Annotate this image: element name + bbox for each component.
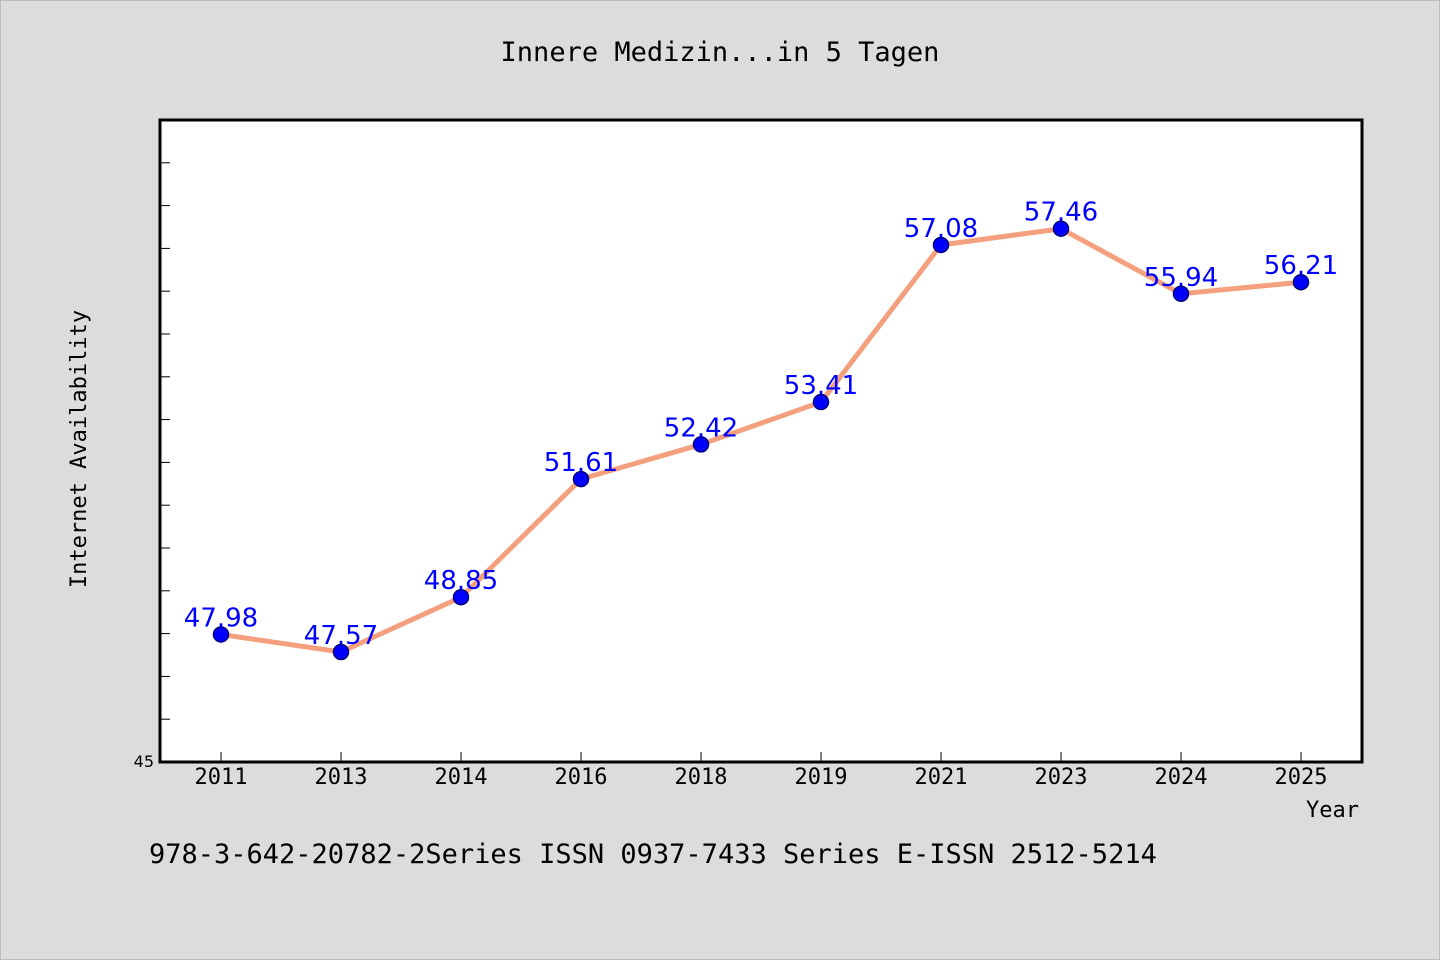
x-tick-label: 2023 — [1035, 765, 1088, 790]
chart-title: Innere Medizin...in 5 Tagen — [501, 37, 940, 68]
x-tick-label: 2025 — [1275, 765, 1328, 790]
data-point — [212, 626, 230, 643]
x-tick-label: 2014 — [435, 765, 488, 790]
x-tick-label: 2011 — [195, 765, 248, 790]
y-axis-label: Internet Availability — [67, 310, 92, 588]
data-label: 56.21 — [1264, 251, 1338, 281]
data-point — [1172, 285, 1190, 303]
plot-area — [158, 118, 1364, 764]
footer-isbn-text: 978-3-642-20782-2Series ISSN 0937-7433 S… — [149, 839, 1157, 870]
data-point — [1292, 273, 1310, 291]
data-label: 52.42 — [664, 413, 738, 443]
data-label: 51.61 — [544, 448, 618, 478]
data-point — [1052, 220, 1070, 237]
data-label: 57.46 — [1024, 198, 1098, 228]
data-label: 55.94 — [1144, 263, 1218, 293]
data-point — [332, 643, 350, 661]
series-line — [218, 226, 1304, 655]
x-axis-ticks: 2011 2013 2014 2016 2018 2019 2021 2023 2024 2025 — [195, 752, 1328, 790]
data-label: 48.85 — [424, 566, 498, 596]
y-tick-label: 45 — [134, 752, 154, 771]
data-label: 57.08 — [904, 214, 978, 244]
data-point — [692, 436, 710, 453]
data-point — [452, 588, 470, 606]
data-label: 47.57 — [304, 621, 378, 651]
series-layer: 47.98 47.57 48.85 51.61 52.42 53.41 57.08 57.46… — [184, 198, 1338, 661]
data-point — [572, 470, 590, 488]
x-tick-label: 2018 — [675, 765, 728, 790]
y-axis-ticks: 45 — [134, 162, 170, 771]
data-point — [812, 393, 830, 411]
x-tick-label: 2019 — [795, 765, 848, 790]
x-tick-label: 2016 — [555, 765, 608, 790]
data-label: 53.41 — [784, 371, 858, 401]
x-axis-label: Year — [1306, 798, 1359, 823]
data-label: 47.98 — [184, 603, 258, 633]
x-tick-label: 2013 — [315, 765, 368, 790]
x-tick-label: 2021 — [915, 765, 968, 790]
data-point — [932, 236, 950, 254]
x-tick-label: 2024 — [1155, 765, 1208, 790]
